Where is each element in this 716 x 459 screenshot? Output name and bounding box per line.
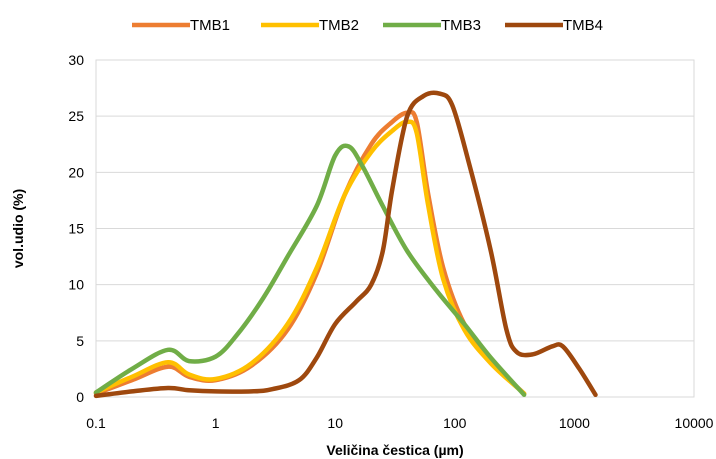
legend-item-tmb3: TMB3 xyxy=(383,17,481,34)
series-line-tmb3 xyxy=(93,143,527,398)
x-tick-label: 1 xyxy=(212,415,220,431)
y-tick-label: 15 xyxy=(68,221,84,237)
series-line-tmb4 xyxy=(93,90,598,399)
x-tick-label: 1000 xyxy=(559,415,590,431)
legend-item-tmb2: TMB2 xyxy=(261,17,359,34)
y-axis: 0 5 10 15 20 25 30 xyxy=(68,52,84,405)
y-tick-label: 20 xyxy=(68,164,84,180)
legend-item-tmb1: TMB1 xyxy=(132,17,230,34)
series-layer xyxy=(93,90,598,399)
legend-label: TMB1 xyxy=(190,17,230,34)
x-axis-title: Veličina čestica (µm) xyxy=(326,442,463,458)
legend-label: TMB2 xyxy=(319,17,359,34)
y-tick-label: 10 xyxy=(68,277,84,293)
series-line-tmb2 xyxy=(93,119,527,396)
x-tick-label: 100 xyxy=(443,415,467,431)
y-tick-label: 0 xyxy=(76,389,84,405)
x-axis: 0.1 1 10 100 1000 10000 xyxy=(86,415,713,431)
y-tick-label: 5 xyxy=(76,333,84,349)
x-tick-label: 10 xyxy=(327,415,343,431)
x-tick-label: 10000 xyxy=(675,415,714,431)
plot-area xyxy=(95,59,695,398)
y-tick-label: 25 xyxy=(68,108,84,124)
legend-item-tmb4: TMB4 xyxy=(505,17,603,34)
legend-label: TMB4 xyxy=(563,17,603,34)
x-tick-label: 0.1 xyxy=(86,415,106,431)
y-tick-label: 30 xyxy=(68,52,84,68)
legend-label: TMB3 xyxy=(441,17,481,34)
legend: TMB1 TMB2 TMB3 TMB4 xyxy=(132,17,603,34)
y-axis-title: vol.udio (%) xyxy=(10,189,26,268)
